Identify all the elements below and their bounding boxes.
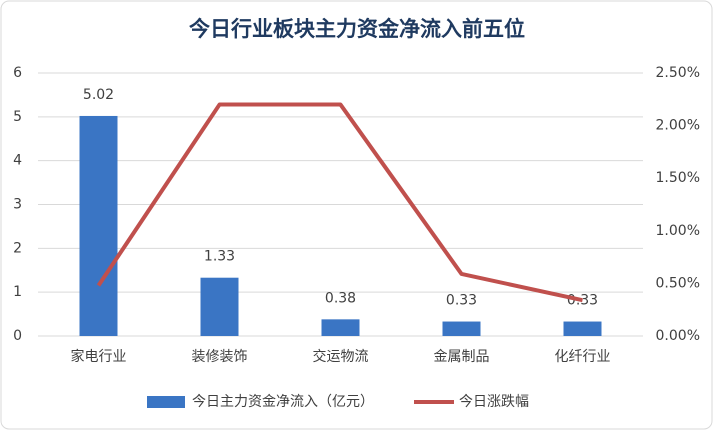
line bbox=[96, 102, 583, 303]
x-tick-label: 家电行业 bbox=[71, 348, 127, 365]
y2-tick-label: 0.00% bbox=[656, 328, 700, 344]
y2-tick-label: 2.00% bbox=[656, 118, 700, 134]
y-tick-label: 5 bbox=[13, 109, 22, 125]
x-tick-label: 装修装饰 bbox=[192, 349, 248, 365]
bar bbox=[200, 277, 239, 336]
bar bbox=[442, 321, 481, 336]
y-tick-label: 0 bbox=[13, 328, 22, 344]
data-label: 0.33 bbox=[567, 293, 598, 309]
bar bbox=[79, 115, 118, 336]
data-label: 0.38 bbox=[325, 290, 356, 306]
y-tick-label: 1 bbox=[13, 284, 22, 300]
x-tick-label: 金属制品 bbox=[434, 349, 490, 365]
y2-tick-label: 1.50% bbox=[656, 170, 700, 186]
x-tick-label: 化纤行业 bbox=[555, 349, 611, 365]
data-label: 5.02 bbox=[83, 87, 114, 103]
y-tick-label: 6 bbox=[13, 65, 22, 81]
x-tick-label: 交运物流 bbox=[313, 348, 369, 365]
data-label: 0.33 bbox=[446, 293, 477, 309]
chart-title: 今日行业板块主力资金净流入前五位 bbox=[189, 17, 525, 41]
y2-tick-label: 1.00% bbox=[656, 223, 700, 239]
y2-tick-label: 0.50% bbox=[656, 275, 700, 291]
legend-swatch bbox=[147, 396, 185, 408]
y-tick-label: 4 bbox=[13, 153, 22, 169]
y2-tick-label: 2.50% bbox=[656, 65, 700, 81]
bar bbox=[563, 321, 602, 336]
y-tick-label: 3 bbox=[13, 197, 22, 213]
bar bbox=[321, 319, 360, 336]
data-label: 1.33 bbox=[204, 249, 235, 265]
legend-label: 今日涨跌幅 bbox=[459, 394, 529, 410]
legend-label: 今日主力资金净流入（亿元） bbox=[192, 394, 374, 410]
y-tick-label: 2 bbox=[13, 240, 22, 256]
